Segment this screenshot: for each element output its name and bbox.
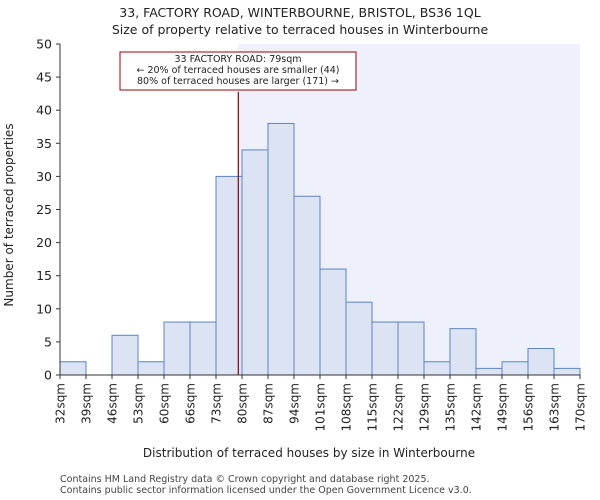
x-tick-label-53sqm: 53sqm xyxy=(132,383,146,424)
annotation-line-2: ← 20% of terraced houses are smaller (44… xyxy=(136,65,339,76)
x-tick-label-142sqm: 142sqm xyxy=(470,383,484,431)
bar-46sqm xyxy=(111,334,139,376)
bar-142sqm xyxy=(475,367,503,376)
bar-115sqm xyxy=(371,321,399,376)
x-tick-label-46sqm: 46sqm xyxy=(106,383,120,424)
y-tick-label-40: 40 xyxy=(36,103,52,118)
bar-129sqm xyxy=(423,361,451,376)
x-tick-label-39sqm: 39sqm xyxy=(80,383,94,424)
y-tick-label-0: 0 xyxy=(44,368,52,383)
x-tick-label-73sqm: 73sqm xyxy=(210,383,224,424)
annotation-box: 33 FACTORY ROAD: 79sqm ← 20% of terraced… xyxy=(119,51,357,91)
bar-163sqm xyxy=(553,367,581,376)
y-tick-label-10: 10 xyxy=(36,301,52,316)
bar-149sqm xyxy=(501,361,529,376)
bar-66sqm xyxy=(189,321,217,376)
x-tick-label-135sqm: 135sqm xyxy=(444,383,458,431)
footer-line-1: Contains HM Land Registry data © Crown c… xyxy=(60,474,430,485)
x-tick-label-32sqm: 32sqm xyxy=(54,383,68,424)
y-tick-label-15: 15 xyxy=(36,268,52,283)
x-tick-label-115sqm: 115sqm xyxy=(366,383,380,431)
bar-108sqm xyxy=(345,301,373,376)
bar-73sqm xyxy=(215,175,243,376)
y-tick-label-45: 45 xyxy=(36,70,52,85)
chart-subtitle: Size of property relative to terraced ho… xyxy=(112,22,489,37)
bar-101sqm xyxy=(319,268,347,376)
annotation-border xyxy=(119,51,357,91)
x-tick-label-122sqm: 122sqm xyxy=(392,383,406,431)
bar-135sqm xyxy=(449,328,477,376)
y-tick-label-20: 20 xyxy=(36,235,52,250)
x-tick-label-101sqm: 101sqm xyxy=(314,383,328,431)
chart-title: 33, FACTORY ROAD, WINTERBOURNE, BRISTOL,… xyxy=(119,5,480,20)
bar-156sqm xyxy=(527,348,555,376)
x-tick-label-149sqm: 149sqm xyxy=(496,383,510,431)
x-tick-label-129sqm: 129sqm xyxy=(418,383,432,431)
x-tick-label-108sqm: 108sqm xyxy=(340,383,354,431)
x-tick-label-66sqm: 66sqm xyxy=(184,383,198,424)
y-tick-label-5: 5 xyxy=(44,334,52,349)
bar-53sqm xyxy=(137,361,165,376)
bar-60sqm xyxy=(163,321,191,376)
bar-32sqm xyxy=(59,361,87,376)
x-tick-label-60sqm: 60sqm xyxy=(158,383,172,424)
x-axis-label: Distribution of terraced houses by size … xyxy=(143,446,475,460)
bar-94sqm xyxy=(293,195,321,376)
bar-87sqm xyxy=(267,122,295,376)
y-tick-label-30: 30 xyxy=(36,169,52,184)
y-tick-label-25: 25 xyxy=(36,202,52,217)
bar-122sqm xyxy=(397,321,425,376)
annotation-line-1: 33 FACTORY ROAD: 79sqm xyxy=(174,54,301,65)
x-tick-label-170sqm: 170sqm xyxy=(574,383,588,431)
x-tick-label-163sqm: 163sqm xyxy=(548,383,562,431)
x-tick-label-87sqm: 87sqm xyxy=(262,383,276,424)
x-tick-label-80sqm: 80sqm xyxy=(236,383,250,424)
y-tick-label-50: 50 xyxy=(36,37,52,52)
bar-80sqm xyxy=(241,149,269,376)
x-tick-label-156sqm: 156sqm xyxy=(522,383,536,431)
annotation-line-3: 80% of terraced houses are larger (171) … xyxy=(137,76,339,87)
footer-line-2: Contains public sector information licen… xyxy=(60,485,472,496)
x-tick-label-94sqm: 94sqm xyxy=(288,383,302,424)
y-tick-label-35: 35 xyxy=(36,136,52,151)
y-axis-label: Number of terraced properties xyxy=(2,123,16,306)
